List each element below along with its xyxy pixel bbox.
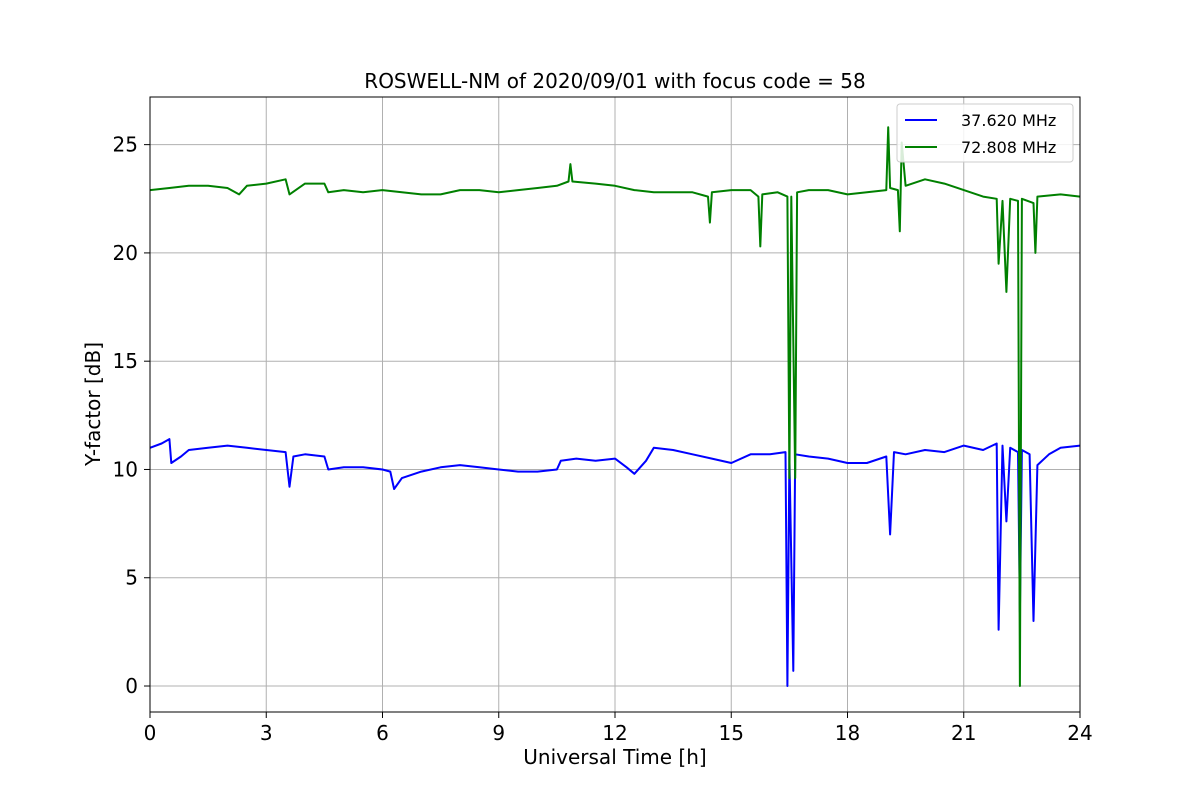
x-tick-label-5: 15 bbox=[719, 721, 744, 745]
legend: 37.620 MHz 72.808 MHz bbox=[896, 103, 1074, 163]
legend-label-1: 72.808 MHz bbox=[961, 138, 1056, 157]
y-tick-label-1: 5 bbox=[125, 566, 138, 590]
x-axis: 0 3 6 9 12 15 18 21 24 bbox=[144, 712, 1093, 745]
series-line-1 bbox=[149, 126, 1081, 687]
y-tick-label-4: 20 bbox=[113, 241, 138, 265]
y-axis: 0 5 10 15 20 25 bbox=[113, 133, 150, 698]
x-tick-label-8: 24 bbox=[1067, 721, 1092, 745]
y-tick-label-2: 10 bbox=[113, 457, 138, 481]
series-line-0 bbox=[149, 438, 1081, 687]
y-tick-label-5: 25 bbox=[113, 133, 138, 157]
x-tick-label-3: 9 bbox=[492, 721, 505, 745]
x-tick-label-4: 12 bbox=[602, 721, 627, 745]
chart-title: ROSWELL-NM of 2020/09/01 with focus code… bbox=[364, 69, 865, 93]
x-tick-label-6: 18 bbox=[835, 721, 860, 745]
series-layer bbox=[149, 126, 1081, 687]
x-tick-label-2: 6 bbox=[376, 721, 389, 745]
y-tick-label-3: 15 bbox=[113, 349, 138, 373]
legend-box bbox=[896, 103, 1074, 163]
x-tick-label-0: 0 bbox=[144, 721, 157, 745]
x-axis-label: Universal Time [h] bbox=[523, 745, 706, 769]
y-axis-label: Y-factor [dB] bbox=[81, 342, 105, 467]
x-tick-label-1: 3 bbox=[260, 721, 273, 745]
y-tick-label-0: 0 bbox=[125, 674, 138, 698]
legend-label-0: 37.620 MHz bbox=[961, 111, 1056, 130]
x-tick-label-7: 21 bbox=[951, 721, 976, 745]
